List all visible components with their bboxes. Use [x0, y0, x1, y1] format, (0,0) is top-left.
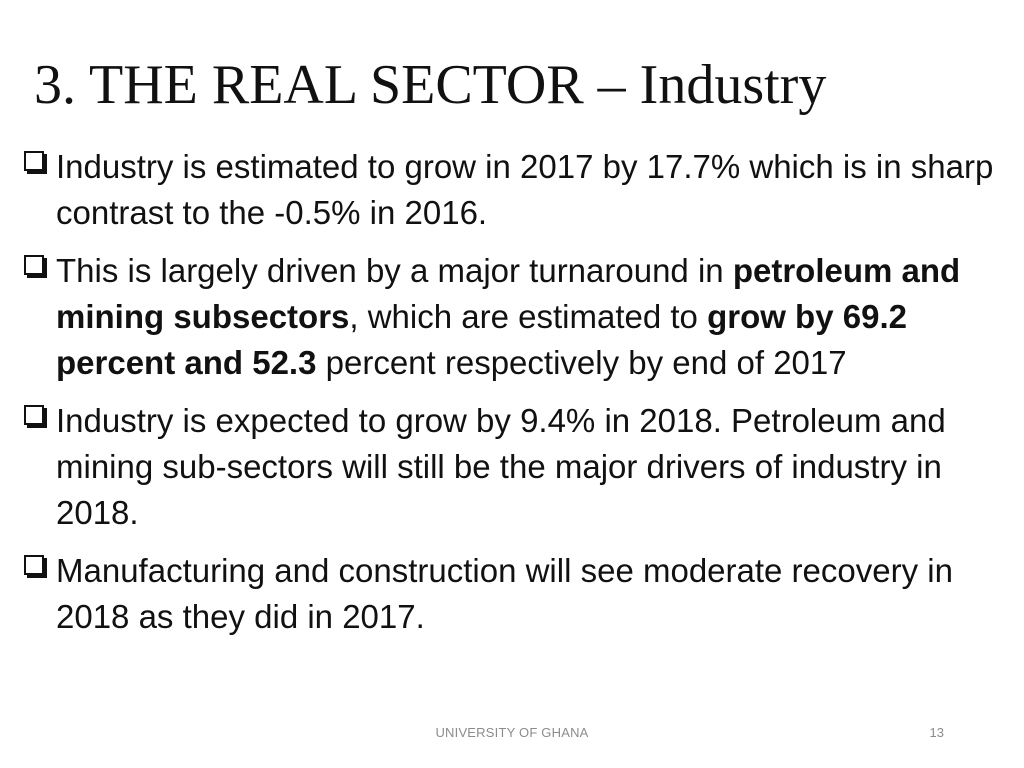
- bullet-bold-text: petroleum and mining subsectors: [56, 252, 961, 335]
- bullet-item-2: This is largely driven by a major turnar…: [22, 248, 997, 386]
- bullet-item-4: Manufacturing and construction will see …: [22, 548, 997, 640]
- bullet-list: Industry is estimated to grow in 2017 by…: [22, 144, 997, 652]
- checkbox-bullet-icon: [24, 555, 44, 575]
- bullet-text: Manufacturing and construction will see …: [56, 552, 953, 635]
- page-number: 13: [929, 725, 944, 740]
- bullet-text-part: percent respectively by end of 2017: [316, 344, 847, 381]
- bullet-text: Industry is expected to grow by 9.4% in …: [56, 402, 946, 531]
- checkbox-bullet-icon: [24, 405, 44, 425]
- bullet-bold-text: grow by 69.2 percent and 52.3: [56, 298, 907, 381]
- footer-organization: UNIVERSITY OF GHANA: [435, 725, 589, 740]
- bullet-item-3: Industry is expected to grow by 9.4% in …: [22, 398, 997, 536]
- checkbox-bullet-icon: [24, 151, 44, 171]
- bullet-text-part: , which are estimated to: [349, 298, 708, 335]
- bullet-text-part: This is largely driven by a major turnar…: [56, 252, 733, 289]
- slide-title: 3. THE REAL SECTOR – Industry: [34, 54, 827, 116]
- checkbox-bullet-icon: [24, 255, 44, 275]
- bullet-text: Industry is estimated to grow in 2017 by…: [56, 148, 994, 231]
- bullet-item-1: Industry is estimated to grow in 2017 by…: [22, 144, 997, 236]
